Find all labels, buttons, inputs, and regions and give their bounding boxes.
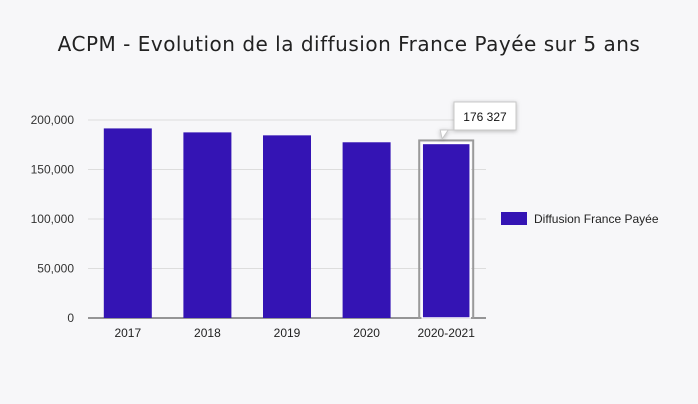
tooltip-value: 176 327 <box>463 110 507 124</box>
x-tick-label: 2020-2021 <box>418 326 476 340</box>
y-tick-label: 0 <box>67 311 74 325</box>
x-tick-label: 2017 <box>114 326 141 340</box>
x-tick-label: 2019 <box>274 326 301 340</box>
y-tick-label: 50,000 <box>37 262 74 276</box>
x-tick-label: 2020 <box>353 326 380 340</box>
bar-2020[interactable] <box>342 142 391 318</box>
bar-2020-2021[interactable] <box>421 142 471 319</box>
legend-label: Diffusion France Payée <box>534 212 659 226</box>
bar-2019[interactable] <box>263 135 311 318</box>
y-tick-label: 200,000 <box>31 113 75 127</box>
bar-2018[interactable] <box>183 132 232 318</box>
bar-2017[interactable] <box>103 128 152 318</box>
tooltip-box <box>439 101 517 141</box>
y-tick-label: 100,000 <box>31 212 75 226</box>
legend-swatch <box>501 212 527 225</box>
chart-title: ACPM - Evolution de la diffusion France … <box>57 32 641 56</box>
x-tick-label: 2018 <box>194 326 221 340</box>
y-tick-label: 150,000 <box>31 163 75 177</box>
